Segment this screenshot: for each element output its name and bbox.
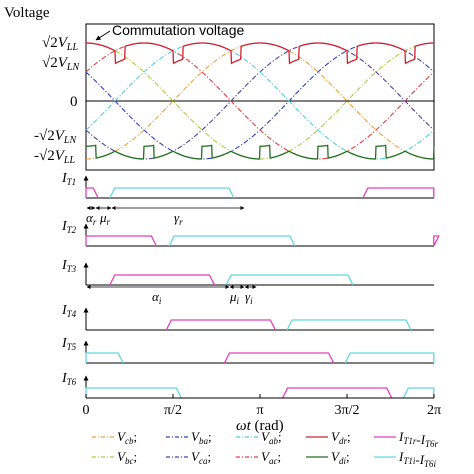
voltage-plot: Voltage √2VLL √2VLN 0 -√2VLN -√2VLL Comm…	[4, 5, 435, 171]
rectifier-current-trace	[85, 235, 440, 247]
voltage-tick-label-sqrt2-vll: √2VLL	[42, 35, 78, 53]
x-tick-label: π/2	[164, 403, 182, 418]
voltage-tick-label-sqrt2-vln: √2VLN	[42, 55, 80, 73]
x-axis-title: ωt (rad)	[236, 418, 284, 434]
legend-label: Vdr;	[331, 429, 351, 446]
x-tick-label: π	[256, 403, 263, 418]
legend: Vcb; Vba; Vab; Vdr; IT1r-IT6r Vbc; Vca; Vac; Vdi…	[92, 429, 439, 469]
voltage-plot-frame	[85, 23, 435, 171]
current-panel-i-t6: IT6	[61, 371, 435, 399]
inverter-current-trace	[85, 387, 435, 399]
legend-label: IT1r-IT6r	[398, 429, 439, 449]
commutation-voltage-annotation: Commutation voltage	[112, 22, 245, 38]
voltage-curve-v-di	[86, 144, 435, 160]
rectifier-current-trace	[109, 274, 216, 286]
voltage-tick-label-zero: 0	[70, 94, 78, 110]
voltage-curve-v-ac	[85, 42, 435, 160]
legend-label: Vab;	[261, 429, 282, 446]
inverter-current-trace	[85, 352, 435, 364]
current-label-i-t6: IT6	[61, 371, 77, 387]
rectifier-current-trace	[282, 387, 393, 399]
current-label-i-t1: IT1	[61, 171, 76, 187]
x-tick-label: 2π	[427, 403, 441, 418]
legend-item-t1i: IT1i-IT6i	[374, 449, 437, 469]
legend-label: Vac;	[261, 449, 281, 466]
voltage-curve-v-ab	[85, 42, 435, 160]
angle-annotations: αr μr γr αi μi γi	[86, 206, 257, 306]
x-tick-label: 0	[83, 403, 90, 418]
inverter-current-trace	[168, 235, 296, 247]
inverter-current-trace	[109, 187, 235, 199]
legend-label: Vbc;	[117, 449, 137, 466]
legend-item-t1r: IT1r-IT6r	[374, 429, 439, 449]
legend-label: IT1i-IT6i	[398, 449, 437, 469]
alpha-r-label: αr	[86, 210, 97, 227]
inverter-current-trace	[286, 319, 412, 331]
current-label-i-t5: IT5	[61, 336, 77, 352]
current-panel-i-t5: IT5	[61, 336, 435, 364]
mu-r-label: μr	[99, 210, 111, 227]
current-panel-i-t2: IT2	[61, 219, 440, 247]
current-label-i-t2: IT2	[61, 219, 77, 235]
rectifier-current-trace	[165, 319, 276, 331]
current-panel-i-t1: IT1	[61, 171, 435, 199]
current-label-i-t3: IT3	[61, 258, 77, 274]
legend-item-dr: Vdr;	[306, 429, 351, 446]
legend-item-ca: Vca;	[166, 449, 211, 466]
current-panel-i-t4: IT4	[61, 303, 434, 331]
legend-label: Vca;	[191, 449, 211, 466]
voltage-tick-label-neg-sqrt2-vln: -√2VLN	[34, 128, 77, 146]
rectifier-current-trace	[85, 187, 435, 199]
alpha-i-label: αi	[152, 289, 162, 306]
gamma-i-label: γi	[245, 289, 253, 306]
commutation-voltage-pointer	[95, 30, 111, 41]
current-label-i-t4: IT4	[61, 303, 77, 319]
legend-item-ab: Vab;	[236, 429, 282, 446]
legend-item-bc: Vbc;	[92, 449, 137, 466]
voltage-axis-label: Voltage	[4, 5, 50, 21]
voltage-curve-v-dr	[86, 42, 434, 65]
gamma-r-label: γr	[174, 210, 183, 227]
inverter-current-trace	[225, 274, 354, 286]
legend-item-ba: Vba;	[166, 429, 212, 446]
legend-item-ac: Vac;	[236, 449, 281, 466]
thyristor-current-panels: IT1 IT2 IT3 IT4 IT5 IT6	[61, 171, 440, 399]
voltage-tick-label-neg-sqrt2-vll: -√2VLL	[34, 148, 75, 166]
legend-item-di: Vdi;	[306, 449, 350, 466]
current-panel-i-t3: IT3	[61, 258, 434, 286]
legend-item-cb: Vcb;	[92, 429, 137, 446]
legend-label: Vcb;	[117, 429, 137, 446]
x-tick-label: 3π/2	[335, 403, 360, 418]
rectifier-current-trace	[223, 352, 335, 364]
x-axis: 0 π/2 π 3π/2 2π ωt (rad)	[83, 394, 441, 434]
legend-label: Vba;	[191, 429, 212, 446]
mu-i-label: μi	[229, 289, 240, 306]
legend-label: Vdi;	[331, 449, 350, 466]
